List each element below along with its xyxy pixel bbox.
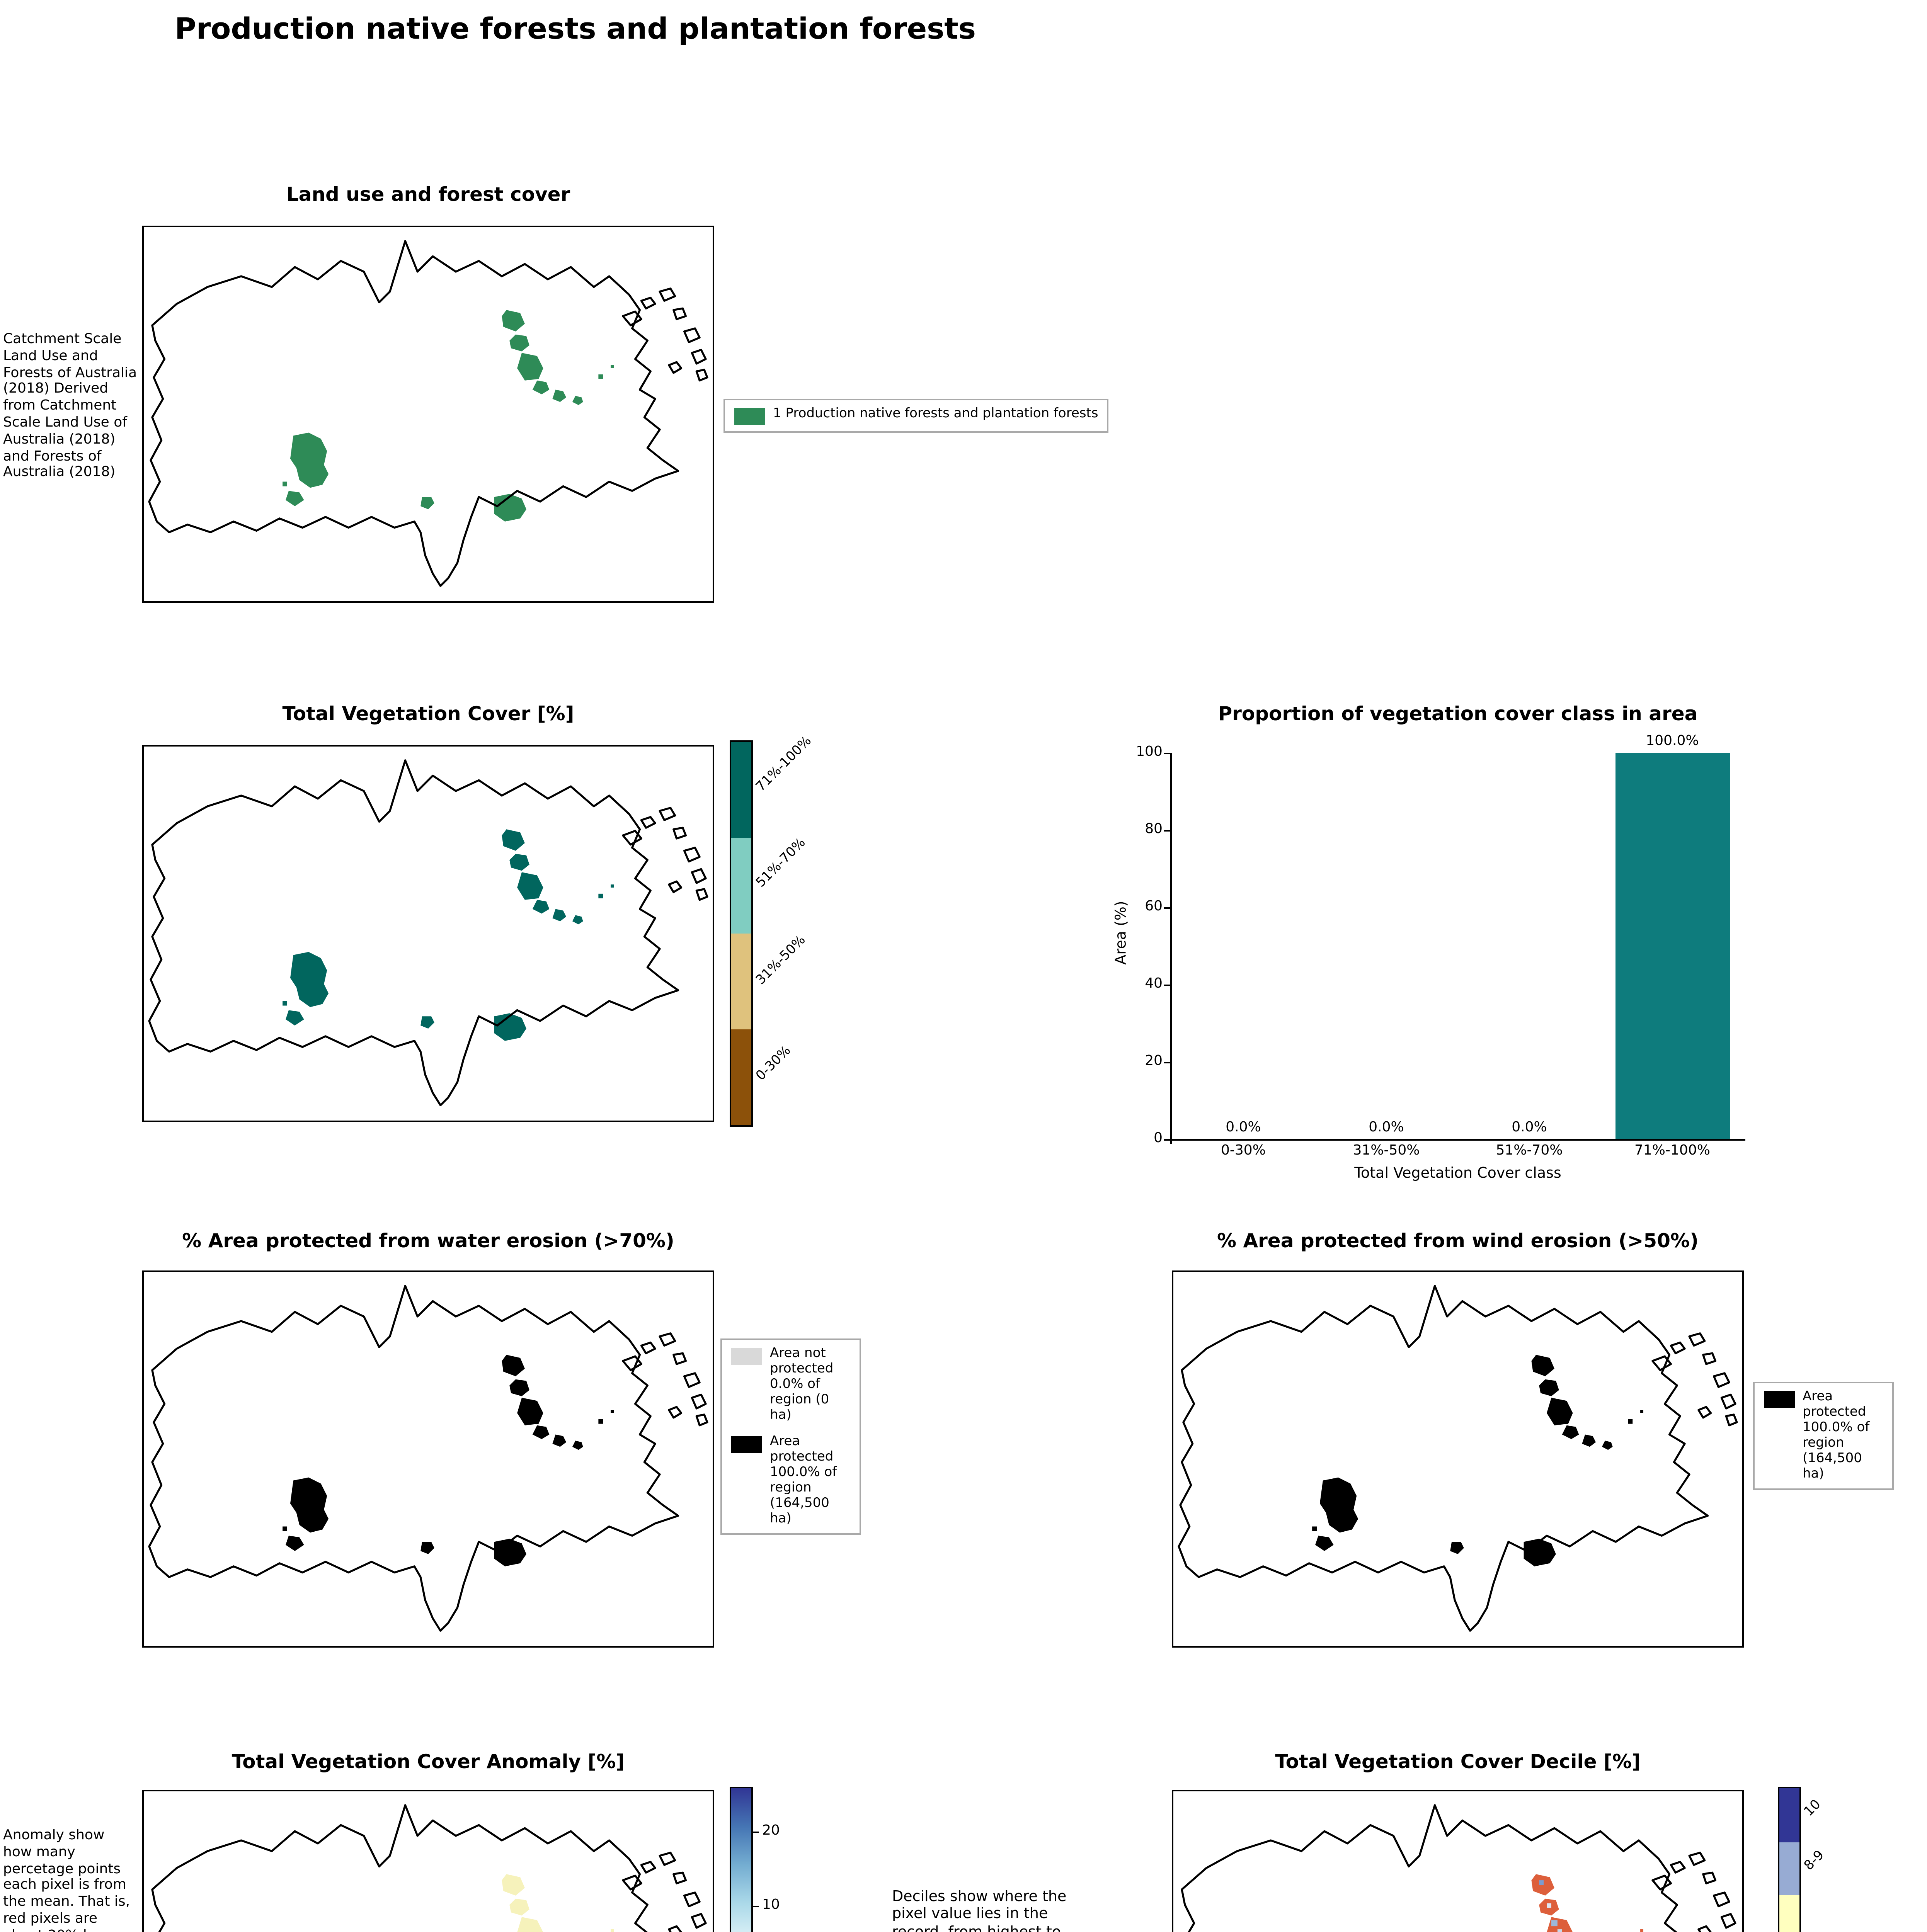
vegcover-map bbox=[142, 745, 714, 1122]
wind-erosion-map bbox=[1172, 1270, 1744, 1648]
bar-value-label: 0.0% bbox=[1369, 1121, 1404, 1136]
catchment-outline bbox=[1179, 1286, 1737, 1631]
anomaly-side-text: Anomaly show how many percetage points e… bbox=[3, 1828, 130, 1932]
x-axis-line bbox=[1170, 1139, 1745, 1141]
page-title: Production native forests and plantation… bbox=[175, 12, 976, 46]
y-tick-mark bbox=[1164, 1061, 1170, 1063]
bar-value-label: 0.0% bbox=[1512, 1121, 1547, 1136]
catchment-outline bbox=[149, 1286, 707, 1631]
water-map-svg bbox=[144, 1272, 713, 1646]
decile-panel-title: Total Vegetation Cover Decile [%] bbox=[1275, 1750, 1641, 1773]
colorbar-segment bbox=[731, 1029, 751, 1125]
landuse-side-text: Catchment Scale Land Use and Forests of … bbox=[3, 332, 137, 481]
catchment-outline bbox=[149, 760, 707, 1105]
vegcover-patches bbox=[283, 829, 614, 1041]
water-panel-title: % Area protected from water erosion (>70… bbox=[182, 1229, 674, 1252]
colorbar-segment bbox=[1779, 1842, 1799, 1896]
legend-label: Area protected 100.0% of region (164,500… bbox=[1803, 1389, 1870, 1483]
anomaly-panel-title: Total Vegetation Cover Anomaly [%] bbox=[232, 1750, 625, 1773]
proportion-bar-chart: 0 20 40 60 80 100 0-30% 0.0% 31%-50% 0.0% 51%-70% 0… bbox=[1136, 734, 1745, 1159]
anomaly-patches bbox=[283, 1874, 614, 1932]
legend-swatch bbox=[731, 1348, 762, 1365]
chart-title: Proportion of vegetation cover class in … bbox=[1218, 702, 1698, 725]
x-category-label: 0-30% bbox=[1221, 1144, 1266, 1159]
y-tick-label: 0 bbox=[1154, 1131, 1163, 1146]
y-tick-label: 40 bbox=[1145, 976, 1163, 992]
colorbar-label: 71%-100% bbox=[753, 733, 815, 796]
decile-map-svg bbox=[1173, 1791, 1742, 1932]
colorbar-tick-label: 20 bbox=[762, 1823, 780, 1839]
x-category-label: 51%-70% bbox=[1496, 1144, 1563, 1159]
y-tick-mark bbox=[1164, 1138, 1170, 1140]
wind-patches bbox=[1312, 1355, 1644, 1566]
water-patches bbox=[283, 1355, 614, 1566]
y-axis-line bbox=[1170, 753, 1172, 1143]
anomaly-colorbar bbox=[730, 1787, 753, 1932]
anomaly-map-svg bbox=[144, 1791, 713, 1932]
colorbar-segment bbox=[731, 934, 751, 1029]
water-legend: Area not protected 0.0% of region (0 ha)… bbox=[720, 1338, 861, 1535]
colorbar-segment bbox=[731, 838, 751, 934]
legend-label: Area not protected 0.0% of region (0 ha) bbox=[770, 1346, 834, 1424]
y-tick-label: 100 bbox=[1136, 744, 1163, 760]
decile-patches bbox=[1312, 1874, 1644, 1932]
water-erosion-map bbox=[142, 1270, 714, 1648]
bar bbox=[1615, 753, 1730, 1139]
y-tick-mark bbox=[1164, 752, 1170, 753]
wind-map-svg bbox=[1173, 1272, 1742, 1646]
landuse-legend: 1 Production native forests and plantati… bbox=[723, 399, 1109, 433]
x-category-label: 71%-100% bbox=[1634, 1144, 1710, 1159]
landuse-panel-title: Land use and forest cover bbox=[286, 182, 570, 206]
landuse-map bbox=[142, 226, 714, 603]
legend-item: Area protected 100.0% of region (164,500… bbox=[731, 1434, 850, 1527]
colorbar-tick-label: 10 bbox=[762, 1898, 780, 1913]
catchment-outline bbox=[149, 241, 707, 586]
wind-panel-title: % Area protected from wind erosion (>50%… bbox=[1217, 1229, 1699, 1252]
y-tick-mark bbox=[1164, 984, 1170, 985]
y-tick-label: 20 bbox=[1145, 1053, 1163, 1069]
wind-legend: Area protected 100.0% of region (164,500… bbox=[1753, 1382, 1894, 1490]
colorbar-segment bbox=[1779, 1895, 1799, 1932]
anomaly-map bbox=[142, 1790, 714, 1932]
colorbar-tick bbox=[753, 1831, 759, 1833]
landuse-map-svg bbox=[144, 227, 713, 601]
y-tick-mark bbox=[1164, 829, 1170, 831]
colorbar-label: 31%-50% bbox=[753, 933, 809, 989]
bar-value-label: 0.0% bbox=[1226, 1121, 1261, 1136]
catchment-outline bbox=[149, 1805, 707, 1932]
colorbar-segment bbox=[1779, 1788, 1799, 1842]
legend-label: 1 Production native forests and plantati… bbox=[773, 406, 1098, 422]
y-tick-label: 80 bbox=[1145, 821, 1163, 837]
legend-swatch bbox=[1764, 1391, 1795, 1408]
vegcover-map-svg bbox=[144, 747, 713, 1121]
legend-item: Area protected 100.0% of region (164,500… bbox=[1764, 1389, 1883, 1482]
chart-x-axis-label: Total Vegetation Cover class bbox=[1354, 1165, 1561, 1182]
catchment-outline bbox=[1179, 1805, 1737, 1932]
legend-item: Area not protected 0.0% of region (0 ha) bbox=[731, 1346, 850, 1423]
legend-item: 1 Production native forests and plantati… bbox=[734, 406, 1098, 425]
decile-map bbox=[1172, 1790, 1744, 1932]
decile-colorbar bbox=[1778, 1787, 1801, 1932]
legend-swatch bbox=[734, 408, 765, 425]
y-tick-mark bbox=[1164, 906, 1170, 908]
colorbar-segment bbox=[731, 742, 751, 838]
bar-value-label: 100.0% bbox=[1646, 734, 1699, 750]
legend-label: Area protected 100.0% of region (164,500… bbox=[770, 1434, 837, 1527]
legend-swatch bbox=[731, 1436, 762, 1453]
colorbar-label: 51%-70% bbox=[753, 835, 809, 891]
decile-side-text: Deciles show where the pixel value lies … bbox=[892, 1889, 1067, 1932]
x-category-label: 31%-50% bbox=[1353, 1144, 1420, 1159]
colorbar-label: 10 bbox=[1801, 1797, 1825, 1820]
colorbar-label: 0-30% bbox=[753, 1043, 795, 1085]
y-tick-label: 60 bbox=[1145, 899, 1163, 914]
landuse-patches bbox=[283, 310, 614, 522]
colorbar-label: 8-9 bbox=[1801, 1848, 1828, 1874]
vegcover-colorbar bbox=[730, 740, 753, 1127]
vegcover-panel-title: Total Vegetation Cover [%] bbox=[282, 702, 574, 725]
colorbar-tick bbox=[753, 1905, 759, 1907]
